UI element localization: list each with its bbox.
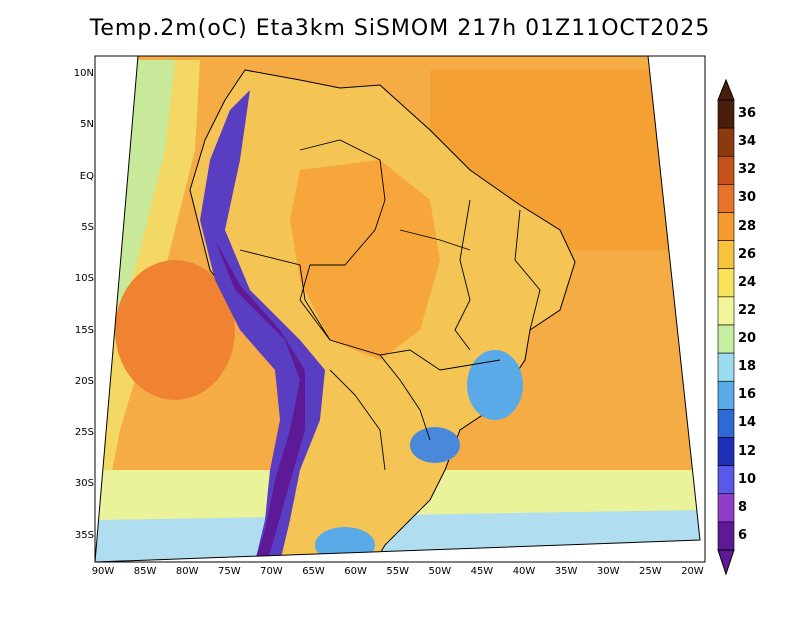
colorbar-segment (717, 324, 735, 354)
colorbar-label: 8 (738, 499, 748, 515)
pacific-warm-pool (115, 260, 235, 400)
x-tick-label: 70W (260, 566, 283, 577)
colorbar-label: 32 (738, 162, 757, 178)
colorbar-segment (717, 155, 735, 185)
patagonia-cool-patch (315, 527, 375, 562)
colorbar-segment (717, 437, 735, 466)
colorbar-segment (717, 296, 735, 326)
colorbar-label: 22 (738, 302, 757, 318)
colorbar-label: 10 (738, 471, 757, 487)
x-tick-label: 55W (386, 566, 409, 577)
y-tick-label: 10S (74, 273, 94, 285)
y-tick-label: EQ (79, 170, 94, 182)
country-borders (239, 139, 541, 471)
colorbar-label: 28 (738, 218, 757, 234)
border-states-d (399, 229, 471, 251)
x-tick-label: 35W (554, 566, 578, 577)
y-tick-label: 20S (74, 375, 94, 387)
x-tick-label: 75W (217, 566, 241, 577)
colorbar-label: 26 (738, 246, 757, 262)
interior-hot-zone (290, 160, 440, 360)
temperature-field (95, 56, 700, 562)
x-tick-label: 50W (428, 566, 452, 577)
border-states-a (454, 199, 471, 351)
colorbar-segment (717, 465, 735, 495)
colorbar-label: 24 (738, 274, 757, 290)
colorbar-segment (717, 409, 735, 438)
colorbar-segment (717, 99, 735, 129)
colorbar-label: 34 (738, 134, 757, 150)
x-tick-label: 30W (596, 566, 620, 577)
colorbar (717, 78, 735, 576)
y-tick-label: 35S (74, 529, 94, 541)
x-tick-label: 20W (681, 566, 704, 577)
colorbar-bottom-arrow (717, 549, 735, 576)
colorbar-segment (717, 184, 735, 213)
y-tick-label: 5S (81, 221, 94, 233)
x-tick-label: 85W (133, 566, 157, 577)
colorbar-label: 30 (738, 190, 757, 206)
colorbar-label: 6 (738, 527, 748, 543)
border-paraguay (379, 354, 431, 441)
colorbar-segment (717, 380, 735, 410)
x-tick-label: 80W (175, 566, 199, 577)
y-tick-label: 10N (73, 68, 94, 79)
border-brazil-west (299, 139, 411, 356)
colorbar-label: 14 (738, 415, 757, 431)
map-title: Temp.2m(oC) Eta3km SiSMOM 217h 01Z11OCT2… (89, 16, 711, 41)
x-tick-label: 45W (470, 566, 494, 577)
colorbar-segment (717, 212, 735, 241)
x-tick-label: 25W (638, 566, 662, 577)
colorbar-segment (717, 493, 735, 523)
y-tick-label: 15S (74, 324, 94, 336)
x-tick-label: 60W (344, 566, 367, 577)
y-tick-label: 25S (74, 427, 94, 439)
axes-box (94, 55, 706, 563)
y-tick-label: 5N (80, 119, 94, 131)
x-tick-label: 90W (91, 566, 115, 577)
south-cool-patch (410, 427, 460, 463)
border-peru-bolivia (239, 249, 331, 341)
colorbar-label: 20 (738, 331, 757, 347)
southeast-cool-patch (467, 350, 523, 420)
colorbar-segment (717, 127, 735, 157)
colorbar-label: 36 (738, 106, 757, 122)
border-states-c (409, 349, 501, 371)
colorbar-segment (717, 521, 735, 551)
x-tick-label: 65W (302, 566, 325, 577)
colorbar-label: 16 (738, 387, 757, 403)
border-argentina-chile (329, 369, 386, 471)
colorbar-top-arrow (717, 78, 735, 101)
colorbar-segment (717, 240, 735, 270)
x-tick-label: 40W (512, 566, 536, 577)
colorbar-label: 18 (738, 359, 757, 375)
andes-core (215, 240, 305, 560)
colorbar-segment (717, 352, 735, 382)
colorbar-label: 12 (738, 443, 757, 459)
colorbar-segment (717, 268, 735, 298)
y-tick-label: 30S (74, 478, 94, 490)
border-states-b (514, 209, 541, 331)
